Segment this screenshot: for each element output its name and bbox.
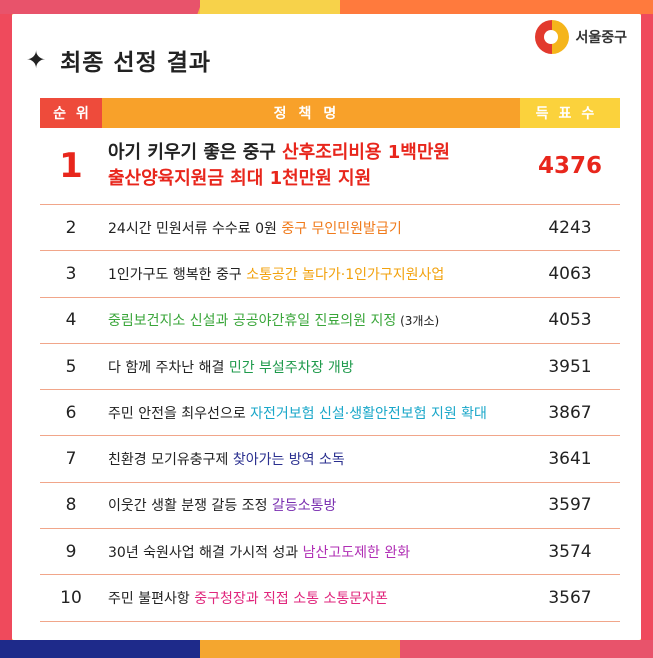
logo-text: 서울중구	[575, 30, 627, 46]
policy-text: 아기 키우기 좋은 중구	[108, 142, 283, 163]
rank-cell: 2	[65, 217, 77, 238]
table-row: 8 이웃간 생활 분쟁 갈등 조정 갈등소통방 3597	[40, 483, 620, 530]
jung-gu-logo-icon	[535, 20, 570, 54]
policy-text: 주민 안전을 최우선으로	[108, 405, 251, 422]
page-title: ✦ 최종 선정 결과	[26, 40, 211, 80]
rank-cell: 9	[65, 541, 77, 562]
rank-cell: 8	[65, 495, 77, 516]
policy-text: 친환경 모기유충구제	[108, 452, 233, 469]
results-table: 순위 정책명 득표수 1 아기 키우기 좋은 중구 산후조리비용 1백만원 출산…	[40, 98, 620, 622]
rank-cell: 10	[60, 588, 82, 609]
table-row: 1 아기 키우기 좋은 중구 산후조리비용 1백만원 출산양육지원금 최대 1천…	[40, 128, 620, 205]
policy-highlight: 산후조리비용 1백만원	[282, 142, 450, 163]
table-row: 2 24시간 민원서류 수수료 0원 중구 무인민원발급기 4243	[40, 205, 620, 252]
policy-highlight: 소통공간 놀다가·1인가구지원사업	[246, 266, 445, 283]
votes-cell: 3641	[548, 449, 592, 470]
top-decor-stripe	[0, 0, 203, 14]
header-policy: 정책명	[102, 98, 520, 128]
policy-text: 이웃간 생활 분쟁 갈등 조정	[108, 498, 272, 515]
left-frame-border	[0, 14, 12, 640]
policy-highlight: 민간 부설주차장 개방	[228, 359, 354, 376]
policy-cell: 1인가구도 행복한 중구 소통공간 놀다가·1인가구지원사업	[102, 264, 520, 284]
policy-cell: 다 함께 주차난 해결 민간 부설주차장 개방	[102, 357, 520, 377]
bottom-decor-stripe	[400, 640, 653, 658]
table-row: 7 친환경 모기유충구제 찾아가는 방역 소독 3641	[40, 436, 620, 483]
rank-cell: 4	[65, 310, 77, 331]
right-frame-border	[641, 14, 653, 640]
table-row: 9 30년 숙원사업 해결 가시적 성과 남산고도제한 완화 3574	[40, 529, 620, 576]
votes-cell: 3867	[548, 402, 592, 423]
policy-text: 다 함께 주차난 해결	[108, 359, 229, 376]
policy-highlight: 중림보건지소 신설과 공공야간휴일 진료의원 지정	[108, 313, 397, 330]
policy-highlight: 남산고도제한 완화	[302, 544, 411, 561]
policy-highlight: 갈등소통방	[271, 498, 337, 515]
policy-highlight: 찾아가는 방역 소독	[232, 452, 345, 469]
sparkle-icon: ✦	[26, 46, 47, 74]
rank-cell: 1	[59, 146, 83, 186]
policy-suffix: (3개소)	[396, 314, 440, 329]
header-rank: 순위	[40, 98, 102, 128]
votes-cell: 4053	[548, 310, 592, 331]
table-row: 4 중림보건지소 신설과 공공야간휴일 진료의원 지정 (3개소) 4053	[40, 298, 620, 344]
policy-cell: 24시간 민원서류 수수료 0원 중구 무인민원발급기	[102, 218, 520, 238]
policy-cell: 30년 숙원사업 해결 가시적 성과 남산고도제한 완화	[102, 542, 520, 562]
votes-cell: 3951	[548, 356, 592, 377]
policy-highlight: 중구 무인민원발급기	[281, 220, 402, 237]
votes-cell: 3574	[548, 541, 592, 562]
votes-cell: 4376	[537, 153, 602, 179]
policy-cell: 중림보건지소 신설과 공공야간휴일 진료의원 지정 (3개소)	[102, 310, 520, 330]
top-decor-stripe	[200, 0, 340, 14]
policy-highlight: 자전거보험 신설·생활안전보험 지원 확대	[250, 405, 487, 422]
policy-text: 30년 숙원사업 해결 가시적 성과	[108, 544, 303, 561]
table-header: 순위 정책명 득표수	[40, 98, 620, 128]
bottom-decor-stripe	[200, 640, 400, 658]
page-title-text: 최종 선정 결과	[60, 50, 212, 76]
votes-cell: 3567	[548, 588, 592, 609]
table-row: 3 1인가구도 행복한 중구 소통공간 놀다가·1인가구지원사업 4063	[40, 251, 620, 298]
policy-cell: 주민 안전을 최우선으로 자전거보험 신설·생활안전보험 지원 확대	[102, 403, 520, 423]
policy-cell: 친환경 모기유충구제 찾아가는 방역 소독	[102, 449, 520, 469]
policy-highlight: 중구청장과 직접 소통 소통문자폰	[194, 591, 388, 608]
policy-cell: 아기 키우기 좋은 중구 산후조리비용 1백만원 출산양육지원금 최대 1천만원…	[102, 140, 520, 192]
rank-cell: 6	[65, 402, 77, 423]
rank-cell: 7	[65, 449, 77, 470]
votes-cell: 3597	[548, 495, 592, 516]
votes-cell: 4243	[548, 217, 592, 238]
policy-cell: 이웃간 생활 분쟁 갈등 조정 갈등소통방	[102, 495, 520, 515]
top-decor-stripe	[340, 0, 653, 14]
policy-text: 1인가구도 행복한 중구	[108, 266, 247, 283]
rank-cell: 3	[65, 263, 77, 284]
votes-cell: 4063	[548, 263, 592, 284]
policy-highlight: 출산양육지원금 최대 1천만원 지원	[108, 168, 372, 189]
policy-text: 24시간 민원서류 수수료 0원	[108, 220, 282, 237]
rank-cell: 5	[65, 356, 77, 377]
policy-cell: 주민 불편사항 중구청장과 직접 소통 소통문자폰	[102, 588, 520, 608]
jung-gu-logo: 서울중구	[535, 20, 627, 54]
table-row: 5 다 함께 주차난 해결 민간 부설주차장 개방 3951	[40, 344, 620, 391]
table-row: 6 주민 안전을 최우선으로 자전거보험 신설·생활안전보험 지원 확대 386…	[40, 390, 620, 437]
table-row: 10 주민 불편사항 중구청장과 직접 소통 소통문자폰 3567	[40, 575, 620, 622]
header-votes: 득표수	[520, 98, 620, 128]
policy-text: 주민 불편사항	[108, 591, 195, 608]
bottom-decor-stripe	[0, 640, 200, 658]
